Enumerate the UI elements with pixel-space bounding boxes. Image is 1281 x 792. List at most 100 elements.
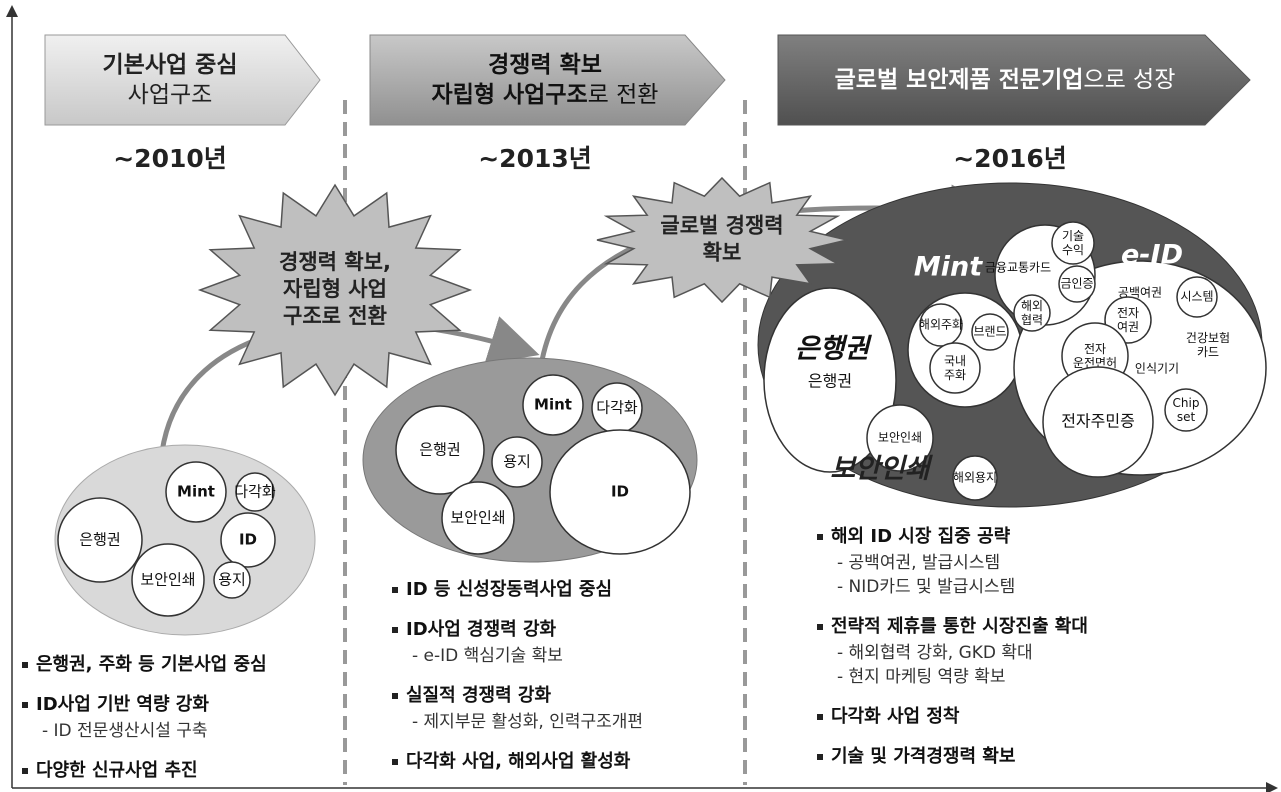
bullet-text: 은행권, 주화 등 기본사업 중심 bbox=[36, 654, 267, 675]
circle bbox=[522, 374, 584, 436]
group-shape bbox=[763, 287, 897, 473]
bullet-text: 다각화 사업, 해외사업 활성화 bbox=[406, 751, 631, 772]
circle-label: 브랜드 bbox=[973, 325, 1006, 339]
circle-label: 전자 여권 bbox=[1117, 306, 1139, 334]
circle bbox=[213, 561, 251, 599]
circle bbox=[220, 512, 276, 568]
group-label: e-ID bbox=[1121, 240, 1183, 271]
circle-label: 공백여권 bbox=[1118, 286, 1162, 300]
banner-segment: 로 전환 bbox=[588, 82, 659, 108]
circle-label: Chip set bbox=[1173, 396, 1200, 424]
circle-label: 용지 bbox=[218, 571, 246, 589]
banner-text: 자립형 사업구조로 전환 bbox=[432, 82, 659, 108]
circle-label: 건강보험 카드 bbox=[1186, 331, 1230, 359]
burst-text: 글로벌 경쟁력 bbox=[660, 214, 783, 238]
bullet-marker bbox=[22, 768, 28, 774]
circle-label: 기술 수익 bbox=[1062, 229, 1084, 257]
circle-label: ID bbox=[239, 531, 257, 549]
circle bbox=[235, 472, 275, 512]
bullet-text: 해외 ID 시장 집중 공략 bbox=[831, 526, 1011, 547]
banner-text: 사업구조 bbox=[128, 82, 213, 108]
circle bbox=[131, 543, 205, 617]
banner bbox=[44, 34, 321, 126]
burst-text: 구조로 전환 bbox=[283, 304, 387, 328]
circle bbox=[1013, 294, 1051, 332]
year: ~2016년 bbox=[953, 144, 1067, 173]
circle-label: 국내 주화 bbox=[944, 354, 966, 382]
circle-label: 전자주민증 bbox=[1061, 412, 1135, 431]
circle bbox=[929, 342, 981, 394]
bullet-marker bbox=[392, 627, 398, 633]
bullet-sub: - 해외협력 강화, GKD 확대 bbox=[837, 643, 1033, 663]
bullet-sub: - 공백여권, 발급시스템 bbox=[837, 553, 1000, 573]
circle bbox=[549, 429, 691, 555]
burst-text: 경쟁력 확보, bbox=[279, 250, 391, 274]
circle bbox=[1176, 276, 1218, 318]
circle bbox=[866, 404, 934, 472]
circle-label: 보안인쇄 bbox=[450, 509, 505, 527]
circle-label: 전자 운전면허 bbox=[1073, 342, 1117, 370]
circle bbox=[165, 461, 227, 523]
circle-label: 시스템 bbox=[1180, 290, 1213, 304]
bullet-text: 다각화 사업 정착 bbox=[831, 706, 960, 727]
banner-segment: 사업구조 bbox=[128, 82, 213, 108]
burst-text: 확보 bbox=[703, 241, 742, 265]
circle-label: Mint bbox=[534, 396, 572, 414]
circle bbox=[1164, 388, 1208, 432]
bullet-text: 전략적 제휴를 통한 시장진출 확대 bbox=[831, 616, 1088, 637]
circle-label: 은행권 bbox=[808, 372, 852, 391]
circle-label: 은행권 bbox=[419, 441, 460, 459]
bullet-text: ID사업 기반 역량 강화 bbox=[36, 694, 209, 715]
circle bbox=[971, 313, 1009, 351]
bullet-text: ID사업 경쟁력 강화 bbox=[406, 619, 557, 640]
bullet-marker bbox=[392, 693, 398, 699]
circle-label: 다각화 bbox=[234, 483, 276, 501]
banner-text: 경쟁력 확보 bbox=[488, 52, 602, 78]
banner-segment: 기본사업 중심 bbox=[103, 52, 238, 78]
circle bbox=[1051, 221, 1095, 265]
circle-label: 금융교통카드 bbox=[985, 261, 1051, 275]
bullet-text: 실질적 경쟁력 강화 bbox=[406, 685, 551, 706]
bullet-marker bbox=[392, 759, 398, 765]
circle bbox=[57, 497, 143, 583]
circle-label: 은행권 bbox=[79, 531, 120, 549]
circle-label: Mint bbox=[177, 483, 215, 501]
bullet-text: 기술 및 가격경쟁력 확보 bbox=[831, 746, 1015, 767]
bullet-sub: - e-ID 핵심기술 확보 bbox=[412, 646, 563, 666]
banner-segment: 경쟁력 확보 bbox=[488, 52, 602, 78]
bullet-marker bbox=[817, 624, 823, 630]
burst bbox=[596, 176, 848, 304]
circle-label: 인식기기 bbox=[1135, 362, 1179, 376]
group-label: 보안인쇄 bbox=[830, 454, 934, 485]
year: ~2013년 bbox=[478, 144, 592, 173]
group-label: 은행권 bbox=[795, 334, 873, 365]
circle bbox=[1042, 366, 1154, 478]
circle bbox=[1058, 265, 1096, 303]
bullet-marker bbox=[22, 662, 28, 668]
circle-label: 보안인쇄 bbox=[140, 571, 195, 589]
circle-label: 다각화 bbox=[596, 399, 638, 417]
circle-label: 용지 bbox=[503, 453, 531, 471]
circle-label: 보안인쇄 bbox=[878, 431, 922, 445]
banner-text: 기본사업 중심 bbox=[103, 52, 238, 78]
bullet-text: 다양한 신규사업 추진 bbox=[36, 760, 198, 781]
bullet-sub: - 현지 마케팅 역량 확보 bbox=[837, 667, 1006, 687]
circle-label: 해외 협력 bbox=[1021, 299, 1043, 327]
burst-text: 자립형 사업 bbox=[283, 277, 387, 301]
year: ~2010년 bbox=[113, 144, 227, 173]
circle bbox=[395, 405, 485, 495]
bullet-text: ID 등 신성장동력사업 중심 bbox=[406, 579, 612, 600]
bullet-sub: - ID 전문생산시설 구축 bbox=[42, 721, 208, 741]
circle bbox=[441, 481, 515, 555]
circle-label: ID bbox=[611, 483, 629, 501]
bullet-marker bbox=[817, 534, 823, 540]
banner-segment: 으로 성장 bbox=[1083, 67, 1175, 93]
banner-segment: 글로벌 보안제품 전문기업 bbox=[835, 67, 1084, 93]
circle bbox=[952, 455, 998, 501]
bullet-marker bbox=[817, 714, 823, 720]
banner-text: 글로벌 보안제품 전문기업으로 성장 bbox=[835, 67, 1176, 93]
banner bbox=[369, 34, 726, 126]
circle bbox=[919, 303, 963, 347]
